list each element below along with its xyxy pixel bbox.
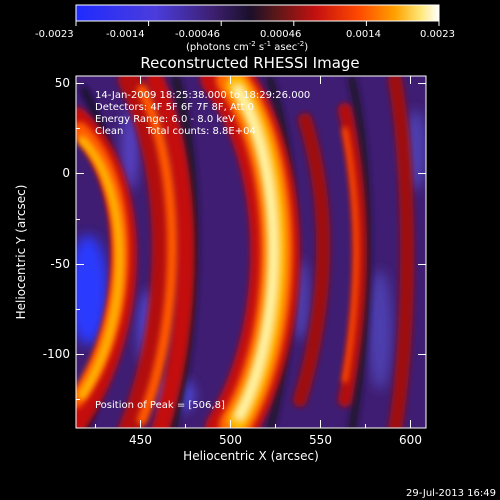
colorbar-tick-label: -0.0014	[106, 29, 145, 40]
x-axis-ticks	[95, 76, 411, 428]
y-tick-label: 0	[62, 166, 70, 180]
peak-position-text: Position of Peak = [506,8]	[95, 400, 225, 411]
footer-timestamp: 29-Jul-2013 16:49	[406, 488, 496, 499]
y-tick-label: -100	[43, 347, 70, 361]
x-tick-label: 550	[309, 433, 332, 447]
colorbar-tick-label: 0.00046	[260, 29, 301, 40]
image-annotations: 14-Jan-2009 18:25:38.000 to 18:29:26.000…	[95, 90, 310, 411]
reconstructed-image	[76, 76, 426, 428]
time-range-text: 14-Jan-2009 18:25:38.000 to 18:29:26.000	[95, 90, 310, 101]
plot-title: Reconstructed RHESSI Image	[140, 54, 359, 72]
colorbar-tick-label: -0.00046	[175, 29, 220, 40]
x-tick-label: 450	[129, 433, 152, 447]
colorbar-unit-label: (photons cm-2 s-1 asec-2)	[186, 40, 308, 53]
energy-range-text: Energy Range: 6.0 - 8.0 keV	[95, 114, 235, 125]
colorbar-tick-label: 0.0014	[346, 29, 381, 40]
clean-label: Clean	[95, 126, 123, 137]
y-tick-label: -50	[50, 257, 70, 271]
colorbar-tick-label: 0.0023	[420, 29, 455, 40]
y-tick-label: 50	[55, 76, 70, 90]
x-axis-tick-labels: 450 500 550 600	[129, 433, 422, 447]
y-axis-label: Heliocentric Y (arcsec)	[14, 185, 28, 320]
x-axis-label: Heliocentric X (arcsec)	[183, 449, 319, 463]
detectors-text: Detectors: 4F 5F 6F 7F 8F, Att 0	[95, 102, 254, 113]
y-axis-ticks	[76, 83, 426, 400]
y-axis-tick-labels: 50 0 -50 -100	[43, 76, 70, 361]
total-counts-text: Total counts: 8.8E+04	[145, 126, 256, 137]
x-tick-label: 600	[399, 433, 422, 447]
colorbar	[75, 4, 440, 22]
colorbar-tick-label: -0.0023	[35, 29, 74, 40]
colorbar-tick-labels: -0.0023 -0.0014 -0.00046 0.00046 0.0014 …	[35, 29, 455, 40]
plot-frame	[75, 75, 427, 429]
x-tick-label: 500	[219, 433, 242, 447]
colorbar-ticks	[75, 21, 440, 26]
